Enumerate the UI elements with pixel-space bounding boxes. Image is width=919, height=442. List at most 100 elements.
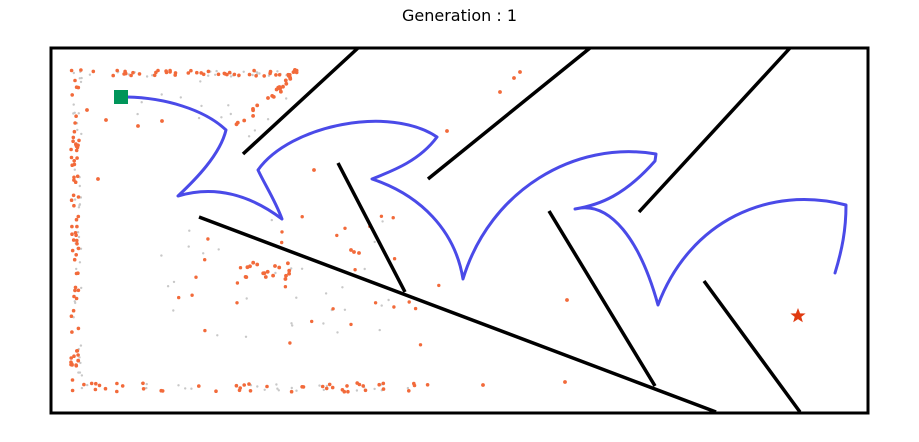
faint-point: [220, 116, 223, 119]
visited-point: [72, 294, 76, 299]
faint-point: [179, 96, 182, 99]
faint-point: [136, 112, 139, 116]
visited-point: [75, 174, 80, 179]
faint-point: [172, 309, 175, 312]
visited-point: [94, 381, 98, 386]
visited-point: [203, 258, 207, 262]
visited-point: [234, 383, 239, 388]
faint-point: [267, 74, 271, 77]
faint-point: [77, 206, 81, 209]
faint-point: [276, 387, 279, 390]
faint-point: [318, 384, 321, 387]
faint-point: [216, 334, 219, 337]
visited-point: [75, 156, 79, 160]
visited-point: [254, 74, 258, 78]
visited-point: [518, 70, 522, 74]
faint-point: [77, 235, 81, 239]
visited-point: [74, 217, 79, 222]
visited-point: [273, 264, 277, 268]
visited-point: [283, 78, 288, 83]
visited-point: [287, 271, 291, 276]
visited-point: [141, 381, 145, 386]
visited-point: [357, 251, 361, 255]
visited-point: [286, 72, 291, 77]
visited-point: [283, 285, 288, 289]
visited-point: [137, 72, 142, 76]
faint-point: [80, 76, 83, 80]
wall-segment: [637, 46, 792, 214]
faint-point: [166, 285, 170, 288]
visited-point: [76, 143, 80, 148]
visited-point: [201, 72, 206, 77]
visited-point: [76, 195, 81, 199]
faint-point: [200, 104, 203, 108]
faint-point: [160, 254, 163, 257]
visited-point: [268, 69, 273, 74]
visited-sample-points: [69, 68, 569, 394]
faint-point: [325, 384, 329, 388]
visited-point: [152, 73, 157, 78]
visited-point: [131, 70, 135, 75]
visited-point: [277, 265, 282, 270]
visited-point: [136, 124, 140, 128]
visited-point: [235, 281, 240, 285]
visited-point: [251, 260, 256, 265]
faint-point: [242, 70, 245, 74]
visited-point: [74, 233, 78, 237]
visited-point: [280, 240, 284, 245]
visited-point: [281, 84, 285, 89]
visited-point: [70, 378, 75, 382]
visited-point: [286, 261, 290, 266]
visited-point: [255, 262, 260, 267]
visited-point: [203, 328, 207, 333]
faint-point: [79, 361, 82, 365]
visited-point: [160, 389, 165, 393]
faint-point: [295, 389, 298, 392]
faint-point: [256, 71, 259, 74]
visited-point: [73, 78, 77, 83]
visited-point: [76, 246, 81, 251]
visited-point: [70, 232, 74, 236]
visited-point: [242, 383, 246, 387]
faint-point: [300, 267, 304, 270]
visited-point: [330, 385, 335, 390]
visited-point: [310, 319, 314, 324]
visited-point: [237, 388, 242, 393]
faint-point: [244, 335, 248, 338]
visited-point: [320, 384, 325, 389]
visited-point: [123, 69, 127, 74]
faint-point: [75, 267, 78, 271]
visited-point: [72, 257, 77, 262]
faint-point: [381, 220, 384, 223]
visited-point: [164, 69, 168, 73]
visited-point: [289, 389, 294, 394]
visited-point: [331, 307, 335, 311]
visited-point: [277, 73, 282, 77]
visited-point: [97, 383, 102, 388]
visited-point: [361, 384, 366, 388]
visited-point: [392, 305, 396, 309]
faint-point: [76, 128, 79, 132]
faint-point: [290, 267, 293, 270]
visited-point: [160, 119, 164, 123]
faint-point: [336, 331, 339, 334]
visited-point: [70, 248, 75, 253]
visited-point: [111, 73, 115, 78]
visited-point: [129, 73, 133, 78]
visited-point: [214, 389, 218, 394]
visited-point: [69, 314, 74, 319]
faint-point: [145, 386, 148, 390]
visited-point: [206, 69, 211, 74]
faint-point: [80, 374, 84, 377]
visited-point: [300, 385, 304, 389]
faint-point: [78, 356, 81, 359]
faint-point: [73, 168, 77, 171]
visited-point: [335, 233, 339, 238]
visited-point: [312, 168, 316, 172]
visited-point: [300, 215, 304, 219]
visited-point: [418, 343, 423, 347]
visited-point: [93, 387, 98, 392]
visited-point: [70, 388, 75, 393]
visited-point: [74, 114, 78, 118]
visited-point: [252, 68, 256, 73]
